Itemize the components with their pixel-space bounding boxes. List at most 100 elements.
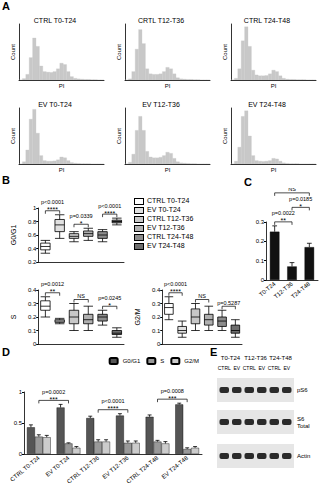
svg-text:G0/G1: G0/G1	[10, 225, 17, 246]
svg-text:0.2: 0.2	[152, 314, 161, 320]
svg-text:G0/G1: G0/G1	[123, 358, 141, 364]
svg-text:NS: NS	[288, 188, 296, 192]
svg-text:0.3: 0.3	[256, 219, 265, 225]
svg-text:PI: PI	[59, 83, 65, 89]
svg-text:0.3: 0.3	[152, 301, 161, 307]
html-text:C: C	[244, 176, 252, 188]
svg-text:*: *	[299, 203, 302, 210]
svg-text:****: ****	[104, 210, 115, 217]
html-text:E: E	[210, 346, 218, 358]
svg-text:PI: PI	[271, 167, 277, 173]
svg-text:0.1: 0.1	[152, 328, 161, 334]
svg-text:***: ***	[168, 395, 176, 402]
svg-text:*: *	[108, 302, 111, 309]
svg-text:0: 0	[33, 341, 37, 347]
svg-text:EV: EV	[258, 365, 265, 371]
svg-text:Count: Count	[222, 44, 228, 60]
svg-text:T12-T36: T12-T36	[244, 355, 267, 361]
svg-text:CTRL: CTRL	[268, 365, 281, 371]
svg-text:T24-T48: T24-T48	[269, 355, 292, 361]
svg-text:*: *	[80, 220, 83, 227]
svg-text:T0-T24: T0-T24	[257, 280, 277, 298]
svg-text:****: ****	[170, 288, 181, 295]
svg-text:PI: PI	[165, 83, 171, 89]
svg-text:CTRL: CTRL	[243, 365, 256, 371]
svg-text:***: ***	[50, 396, 58, 403]
svg-text:EV T0-T24: EV T0-T24	[38, 101, 72, 108]
svg-text:EV: EV	[233, 365, 240, 371]
svg-text:CTRL T24-T48: CTRL T24-T48	[244, 17, 290, 24]
svg-text:G2/M: G2/M	[184, 358, 199, 364]
svg-text:0: 0	[261, 277, 265, 283]
svg-text:pS6: pS6	[297, 387, 308, 393]
svg-text:EV T12-T36: EV T12-T36	[101, 454, 130, 480]
svg-text:S: S	[160, 358, 164, 364]
svg-text:0.6: 0.6	[28, 232, 37, 238]
svg-text:S: S	[10, 314, 17, 319]
svg-text:0.3: 0.3	[28, 301, 37, 307]
svg-text:PI: PI	[59, 167, 65, 173]
svg-text:****: ****	[47, 206, 58, 213]
svg-text:EV T24-T48: EV T24-T48	[248, 101, 286, 108]
svg-text:0.2: 0.2	[256, 238, 265, 244]
svg-text:Count: Count	[10, 44, 16, 60]
svg-text:0: 0	[157, 341, 161, 347]
svg-text:**: **	[50, 288, 56, 295]
svg-text:PI: PI	[165, 167, 171, 173]
svg-text:0.8: 0.8	[28, 219, 37, 225]
svg-text:p=0.0339: p=0.0339	[70, 213, 93, 219]
svg-text:S6: S6	[297, 416, 305, 422]
svg-text:T12-T36: T12-T36	[272, 280, 294, 300]
svg-text:0.4: 0.4	[28, 246, 37, 252]
svg-text:**: **	[281, 217, 287, 224]
svg-text:0.1: 0.1	[28, 328, 37, 334]
svg-text:CTRL T12-T36: CTRL T12-T36	[66, 454, 101, 485]
svg-text:p=0.0008: p=0.0008	[161, 388, 184, 394]
svg-text:p=0.0022: p=0.0022	[272, 210, 295, 216]
svg-text:0.2: 0.2	[28, 259, 37, 265]
svg-text:p=0.0012: p=0.0012	[41, 281, 64, 287]
svg-text:NS: NS	[77, 293, 85, 299]
svg-text:1: 1	[33, 205, 37, 211]
svg-text:p<0.0001: p<0.0001	[41, 199, 64, 205]
svg-text:p<0.0001: p<0.0001	[98, 203, 121, 209]
svg-text:EV T24-T48: EV T24-T48	[161, 454, 190, 480]
svg-text:0.5: 0.5	[14, 420, 23, 426]
svg-text:p<0.0001: p<0.0001	[164, 281, 187, 287]
svg-text:Total: Total	[297, 423, 310, 429]
svg-text:CTRL T0-T24: CTRL T0-T24	[9, 454, 41, 482]
svg-text:1: 1	[19, 389, 23, 395]
svg-text:p=0.5287: p=0.5287	[217, 300, 240, 306]
html-text:CTRL T0-T24: CTRL T0-T24	[147, 197, 190, 204]
svg-text:PI: PI	[271, 83, 277, 89]
svg-text:Count: Count	[116, 44, 122, 60]
svg-text:EV T0-T24: EV T0-T24	[44, 454, 71, 478]
svg-text:p=0.0002: p=0.0002	[42, 389, 65, 395]
html-text:B: B	[2, 174, 10, 186]
svg-text:Actin: Actin	[297, 453, 310, 459]
svg-text:NS: NS	[198, 293, 206, 299]
html-text:D: D	[2, 346, 10, 358]
svg-text:Count: Count	[116, 128, 122, 144]
svg-text:EV T12-T36: EV T12-T36	[142, 101, 180, 108]
svg-text:CRTL T12-T36: CRTL T12-T36	[138, 17, 184, 24]
svg-text:p<0.0001: p<0.0001	[101, 398, 124, 404]
svg-text:0: 0	[19, 451, 23, 457]
svg-text:0.2: 0.2	[28, 314, 37, 320]
svg-text:T0-T24: T0-T24	[221, 355, 241, 361]
svg-text:CTRL T0-T24: CTRL T0-T24	[34, 17, 77, 24]
svg-text:p=0.0245: p=0.0245	[98, 295, 121, 301]
svg-text:EV: EV	[283, 365, 290, 371]
svg-text:****: ****	[108, 405, 119, 412]
svg-text:T24-T48: T24-T48	[290, 280, 312, 300]
svg-text:CTRL: CTRL	[218, 365, 231, 371]
html-text:A: A	[2, 0, 10, 12]
svg-text:p=0.0185: p=0.0185	[289, 196, 312, 202]
svg-text:0.4: 0.4	[28, 287, 37, 293]
svg-text:G2/M: G2/M	[134, 308, 141, 325]
svg-text:0.4: 0.4	[152, 287, 161, 293]
svg-text:0.1: 0.1	[256, 258, 265, 264]
svg-text:CTRL T24-T48: CTRL T24-T48	[125, 454, 160, 485]
svg-text:Count: Count	[222, 128, 228, 144]
svg-text:Count: Count	[10, 128, 16, 144]
